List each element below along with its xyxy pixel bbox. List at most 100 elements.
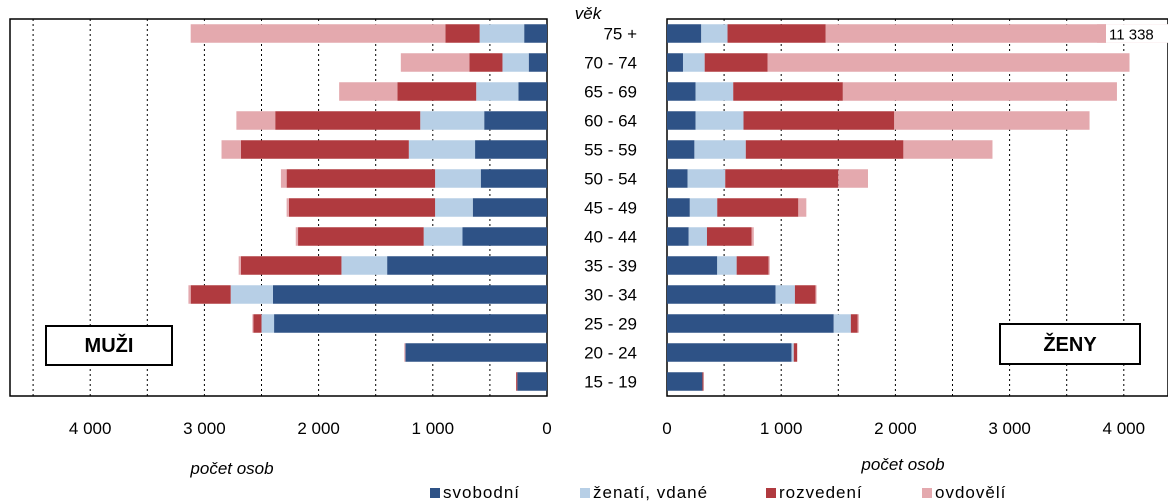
men-tick-label: 3 000 [183,419,226,438]
age-label: 15 - 19 [584,373,637,392]
men-bar-zenati [476,82,519,101]
women-bar-overflow-tail [1097,24,1106,43]
men-bar-zenati [435,198,473,217]
legend-label-rozvedeni: rozvedení [779,483,863,502]
men-bar-zenati [230,285,273,304]
men-bar-rozvedeni [298,227,424,246]
women-bar-rozvedeni [736,256,769,275]
legend-swatch-zenati [580,488,590,498]
women-panel: 11 338 0 1 000 2 000 3 000 4 000 ŽENY počet … [662,18,1168,474]
age-label: 50 - 54 [584,170,637,189]
men-bar-zenati [479,24,525,43]
men-bar-ovdoveli [188,285,191,304]
men-bar-svobodni [472,198,547,217]
women-bar-zenati [833,314,851,333]
women-bar-svobodni [667,169,688,188]
women-bar-rozvedeni [745,140,904,159]
women-bar-svobodni [667,24,702,43]
men-bar-svobodni [480,169,547,188]
women-overflow-label: 11 338 [1109,26,1154,43]
men-bar-ovdoveli [295,227,299,246]
men-tick-label: 1 000 [412,419,455,438]
men-tick-label: 2 000 [297,419,340,438]
women-tick-label: 3 000 [988,419,1031,438]
women-bar-rozvedeni [725,169,839,188]
age-label: 60 - 64 [584,112,637,131]
legend: svobodní ženatí, vdané rozvedení ovdovělí [430,483,1005,502]
age-label: 40 - 44 [584,228,637,247]
women-label: ŽENY [1043,332,1097,356]
women-bar-ovdoveli [798,198,807,217]
men-bar-rozvedeni [240,140,409,159]
age-label: 35 - 39 [584,257,637,276]
men-bar-rozvedeni [445,24,480,43]
women-bar-rozvedeni [702,372,704,391]
men-bar-svobodni [405,343,547,362]
men-bar-zenati [420,111,485,130]
women-tick-label: 4 000 [1103,419,1146,438]
legend-swatch-svobodni [430,488,440,498]
women-bar-zenati [791,343,794,362]
women-bar-ovdoveli [842,82,1117,101]
men-bar-rozvedeni [397,82,477,101]
men-bar-ovdoveli [236,111,276,130]
women-bar-svobodni [667,53,683,72]
women-bar-svobodni [667,111,696,130]
women-bar-svobodni [667,256,718,275]
women-bar-zenati [695,82,734,101]
women-bar-svobodni [667,140,695,159]
men-bar-svobodni [274,314,547,333]
women-bar-ovdoveli [767,53,1130,72]
women-bar-zenati [694,140,746,159]
women-bar-ovdoveli [894,111,1090,130]
men-bar-rozvedeni [253,314,262,333]
women-tick-label: 2 000 [874,419,917,438]
men-bar-rozvedeni [286,169,436,188]
men-panel: 0 1 000 2 000 3 000 4 000 MUŽI počet osob [9,18,552,478]
women-x-axis-title: počet osob [860,455,944,474]
women-bar-ovdoveli [825,24,1168,43]
women-bar-rozvedeni [706,227,752,246]
women-bar-zenati [689,198,718,217]
men-bar-zenati [435,169,481,188]
men-bar-rozvedeni [190,285,231,304]
age-labels: věk 75 + 70 - 74 65 - 69 60 - 64 55 - 59 50 -… [575,4,637,392]
men-bar-zenati [341,256,388,275]
women-bar-svobodni [667,314,834,333]
women-bar-ovdoveli [768,256,770,275]
women-tick-labels: 0 1 000 2 000 3 000 4 000 [662,419,1145,438]
age-label: 20 - 24 [584,344,637,363]
women-bar-zenati [701,24,728,43]
age-label: 75 + [603,25,637,44]
women-bar-rozvedeni [743,111,895,130]
men-bar-ovdoveli [221,140,241,159]
men-bar-svobodni [518,82,547,101]
women-bar-rozvedeni [733,82,843,101]
women-bar-svobodni [667,227,689,246]
men-label: MUŽI [85,333,134,357]
legend-swatch-rozvedeni [766,488,776,498]
women-bar-zenati [687,169,726,188]
men-bar-svobodni [528,53,547,72]
men-bar-svobodni [475,140,547,159]
men-bar-ovdoveli [404,343,406,362]
women-bar-ovdoveli [815,285,817,304]
men-bar-svobodni [517,372,547,391]
men-bar-svobodni [387,256,547,275]
women-bar-rozvedeni [794,285,816,304]
women-bar-svobodni [667,198,690,217]
women-bars: 11 338 [667,24,1168,391]
women-bar-ovdoveli [751,227,754,246]
women-bar-ovdoveli [857,314,859,333]
women-bar-rozvedeni [704,53,768,72]
men-bar-svobodni [272,285,547,304]
women-bar-ovdoveli [903,140,993,159]
men-bar-rozvedeni [240,256,342,275]
women-bar-zenati [688,227,707,246]
men-bar-svobodni [524,24,547,43]
age-label: 25 - 29 [584,315,637,334]
legend-label-svobodni: svobodní [443,483,520,502]
women-bar-rozvedeni [850,314,858,333]
men-tick-label: 4 000 [69,419,112,438]
women-label-box [999,323,1141,365]
